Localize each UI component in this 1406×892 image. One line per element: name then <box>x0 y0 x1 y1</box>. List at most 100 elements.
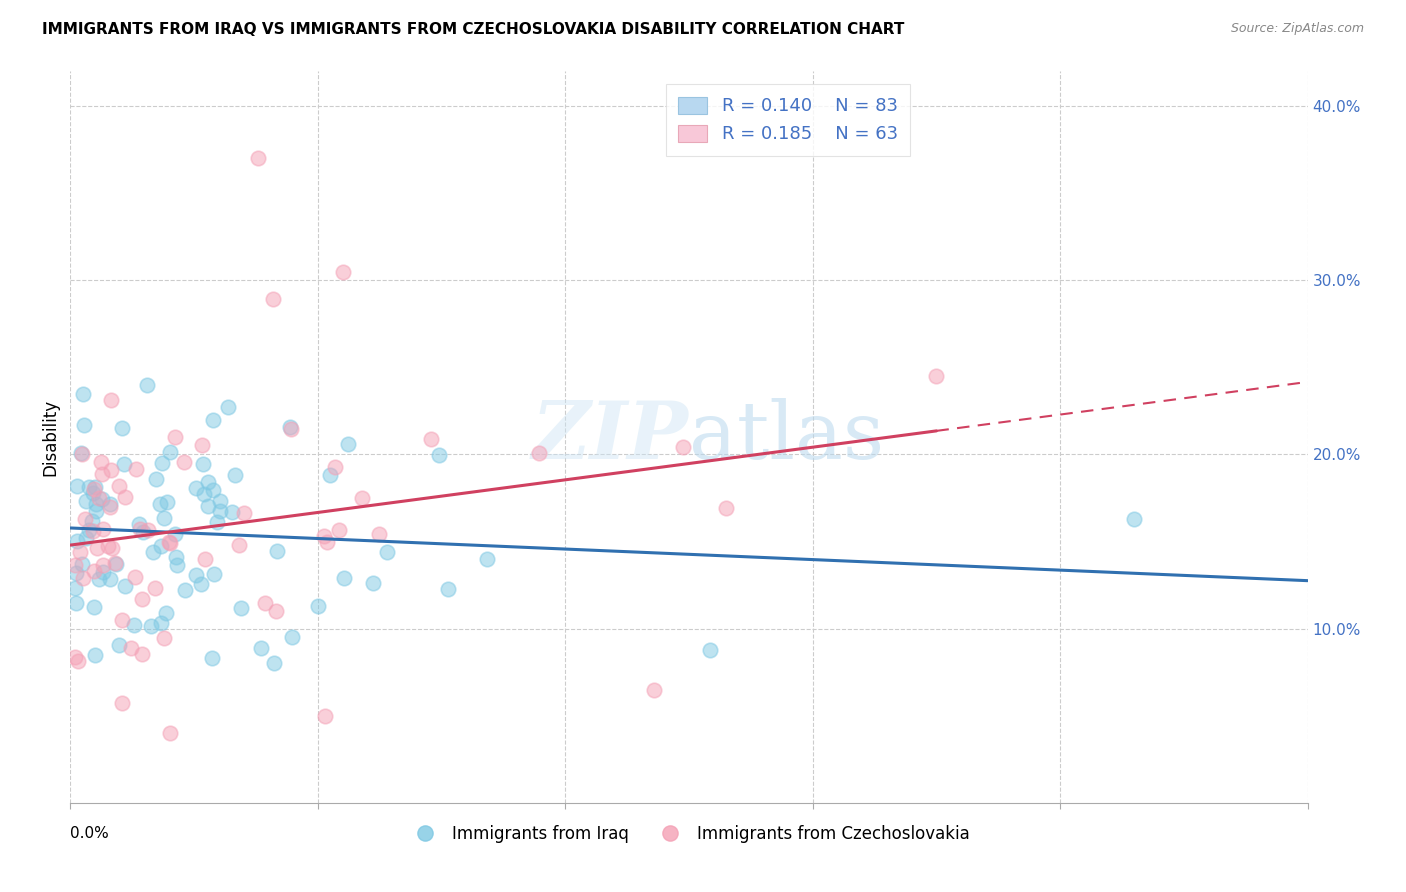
Point <box>221 505 243 519</box>
Point <box>264 604 287 618</box>
Point <box>149 497 172 511</box>
Point <box>82 486 104 500</box>
Point <box>173 454 195 468</box>
Point <box>336 437 359 451</box>
Point <box>111 613 134 627</box>
Point <box>173 583 195 598</box>
Point <box>312 529 335 543</box>
Point <box>66 654 89 668</box>
Point <box>208 504 231 518</box>
Point <box>77 480 100 494</box>
Y-axis label: Disability: Disability <box>41 399 59 475</box>
Point <box>83 600 105 615</box>
Point <box>193 487 215 501</box>
Point <box>281 631 304 645</box>
Point <box>328 523 350 537</box>
Point <box>98 497 121 511</box>
Point <box>333 571 356 585</box>
Point <box>75 494 97 508</box>
Point <box>152 632 174 646</box>
Point <box>101 541 124 555</box>
Point <box>69 545 91 559</box>
Point <box>150 615 173 630</box>
Point <box>316 535 339 549</box>
Point <box>159 445 181 459</box>
Point <box>129 522 152 536</box>
Point <box>263 657 285 671</box>
Point <box>150 456 173 470</box>
Point <box>152 511 174 525</box>
Point <box>208 494 231 508</box>
Point <box>714 500 737 515</box>
Point <box>91 558 114 572</box>
Point <box>1123 512 1146 526</box>
Point <box>72 557 94 571</box>
Point <box>314 708 336 723</box>
Point <box>111 421 134 435</box>
Point <box>165 430 187 444</box>
Point <box>65 581 87 595</box>
Legend: Immigrants from Iraq, Immigrants from Czechoslovakia: Immigrants from Iraq, Immigrants from Cz… <box>402 818 976 849</box>
Point <box>86 541 108 555</box>
Point <box>83 480 105 494</box>
Point <box>166 558 188 572</box>
Point <box>82 524 104 539</box>
Point <box>672 441 695 455</box>
Point <box>191 438 214 452</box>
Point <box>143 581 166 595</box>
Point <box>475 551 498 566</box>
Point <box>107 479 129 493</box>
Point <box>77 524 100 538</box>
Point <box>699 642 721 657</box>
Point <box>218 400 240 414</box>
Text: 0.0%: 0.0% <box>70 826 110 841</box>
Point <box>202 483 225 497</box>
Point <box>125 461 148 475</box>
Point <box>233 506 256 520</box>
Point <box>70 446 93 460</box>
Point <box>527 445 550 459</box>
Point <box>157 535 180 549</box>
Point <box>66 479 89 493</box>
Point <box>122 617 145 632</box>
Point <box>184 568 207 582</box>
Point <box>83 483 105 497</box>
Point <box>97 539 120 553</box>
Point <box>84 648 107 662</box>
Point <box>131 592 153 607</box>
Point <box>70 447 93 461</box>
Point <box>87 491 110 506</box>
Point <box>75 512 97 526</box>
Point <box>925 369 948 384</box>
Point <box>112 457 135 471</box>
Point <box>100 393 122 408</box>
Point <box>111 697 134 711</box>
Point <box>83 565 105 579</box>
Point <box>165 550 187 565</box>
Point <box>65 566 87 580</box>
Point <box>280 422 302 436</box>
Point <box>197 475 219 489</box>
Point <box>124 570 146 584</box>
Point <box>131 647 153 661</box>
Point <box>104 558 127 572</box>
Point <box>278 420 301 434</box>
Point <box>108 638 131 652</box>
Point <box>228 538 250 552</box>
Point <box>104 557 127 571</box>
Point <box>65 558 87 573</box>
Point <box>224 467 246 482</box>
Point <box>155 607 177 621</box>
Point <box>202 567 225 582</box>
Point <box>114 579 136 593</box>
Point <box>332 265 354 279</box>
Point <box>163 527 186 541</box>
Point <box>427 448 450 462</box>
Point <box>307 599 329 613</box>
Point <box>207 515 229 529</box>
Point <box>250 641 273 656</box>
Point <box>139 619 162 633</box>
Point <box>98 572 121 586</box>
Point <box>145 472 167 486</box>
Point <box>72 571 94 585</box>
